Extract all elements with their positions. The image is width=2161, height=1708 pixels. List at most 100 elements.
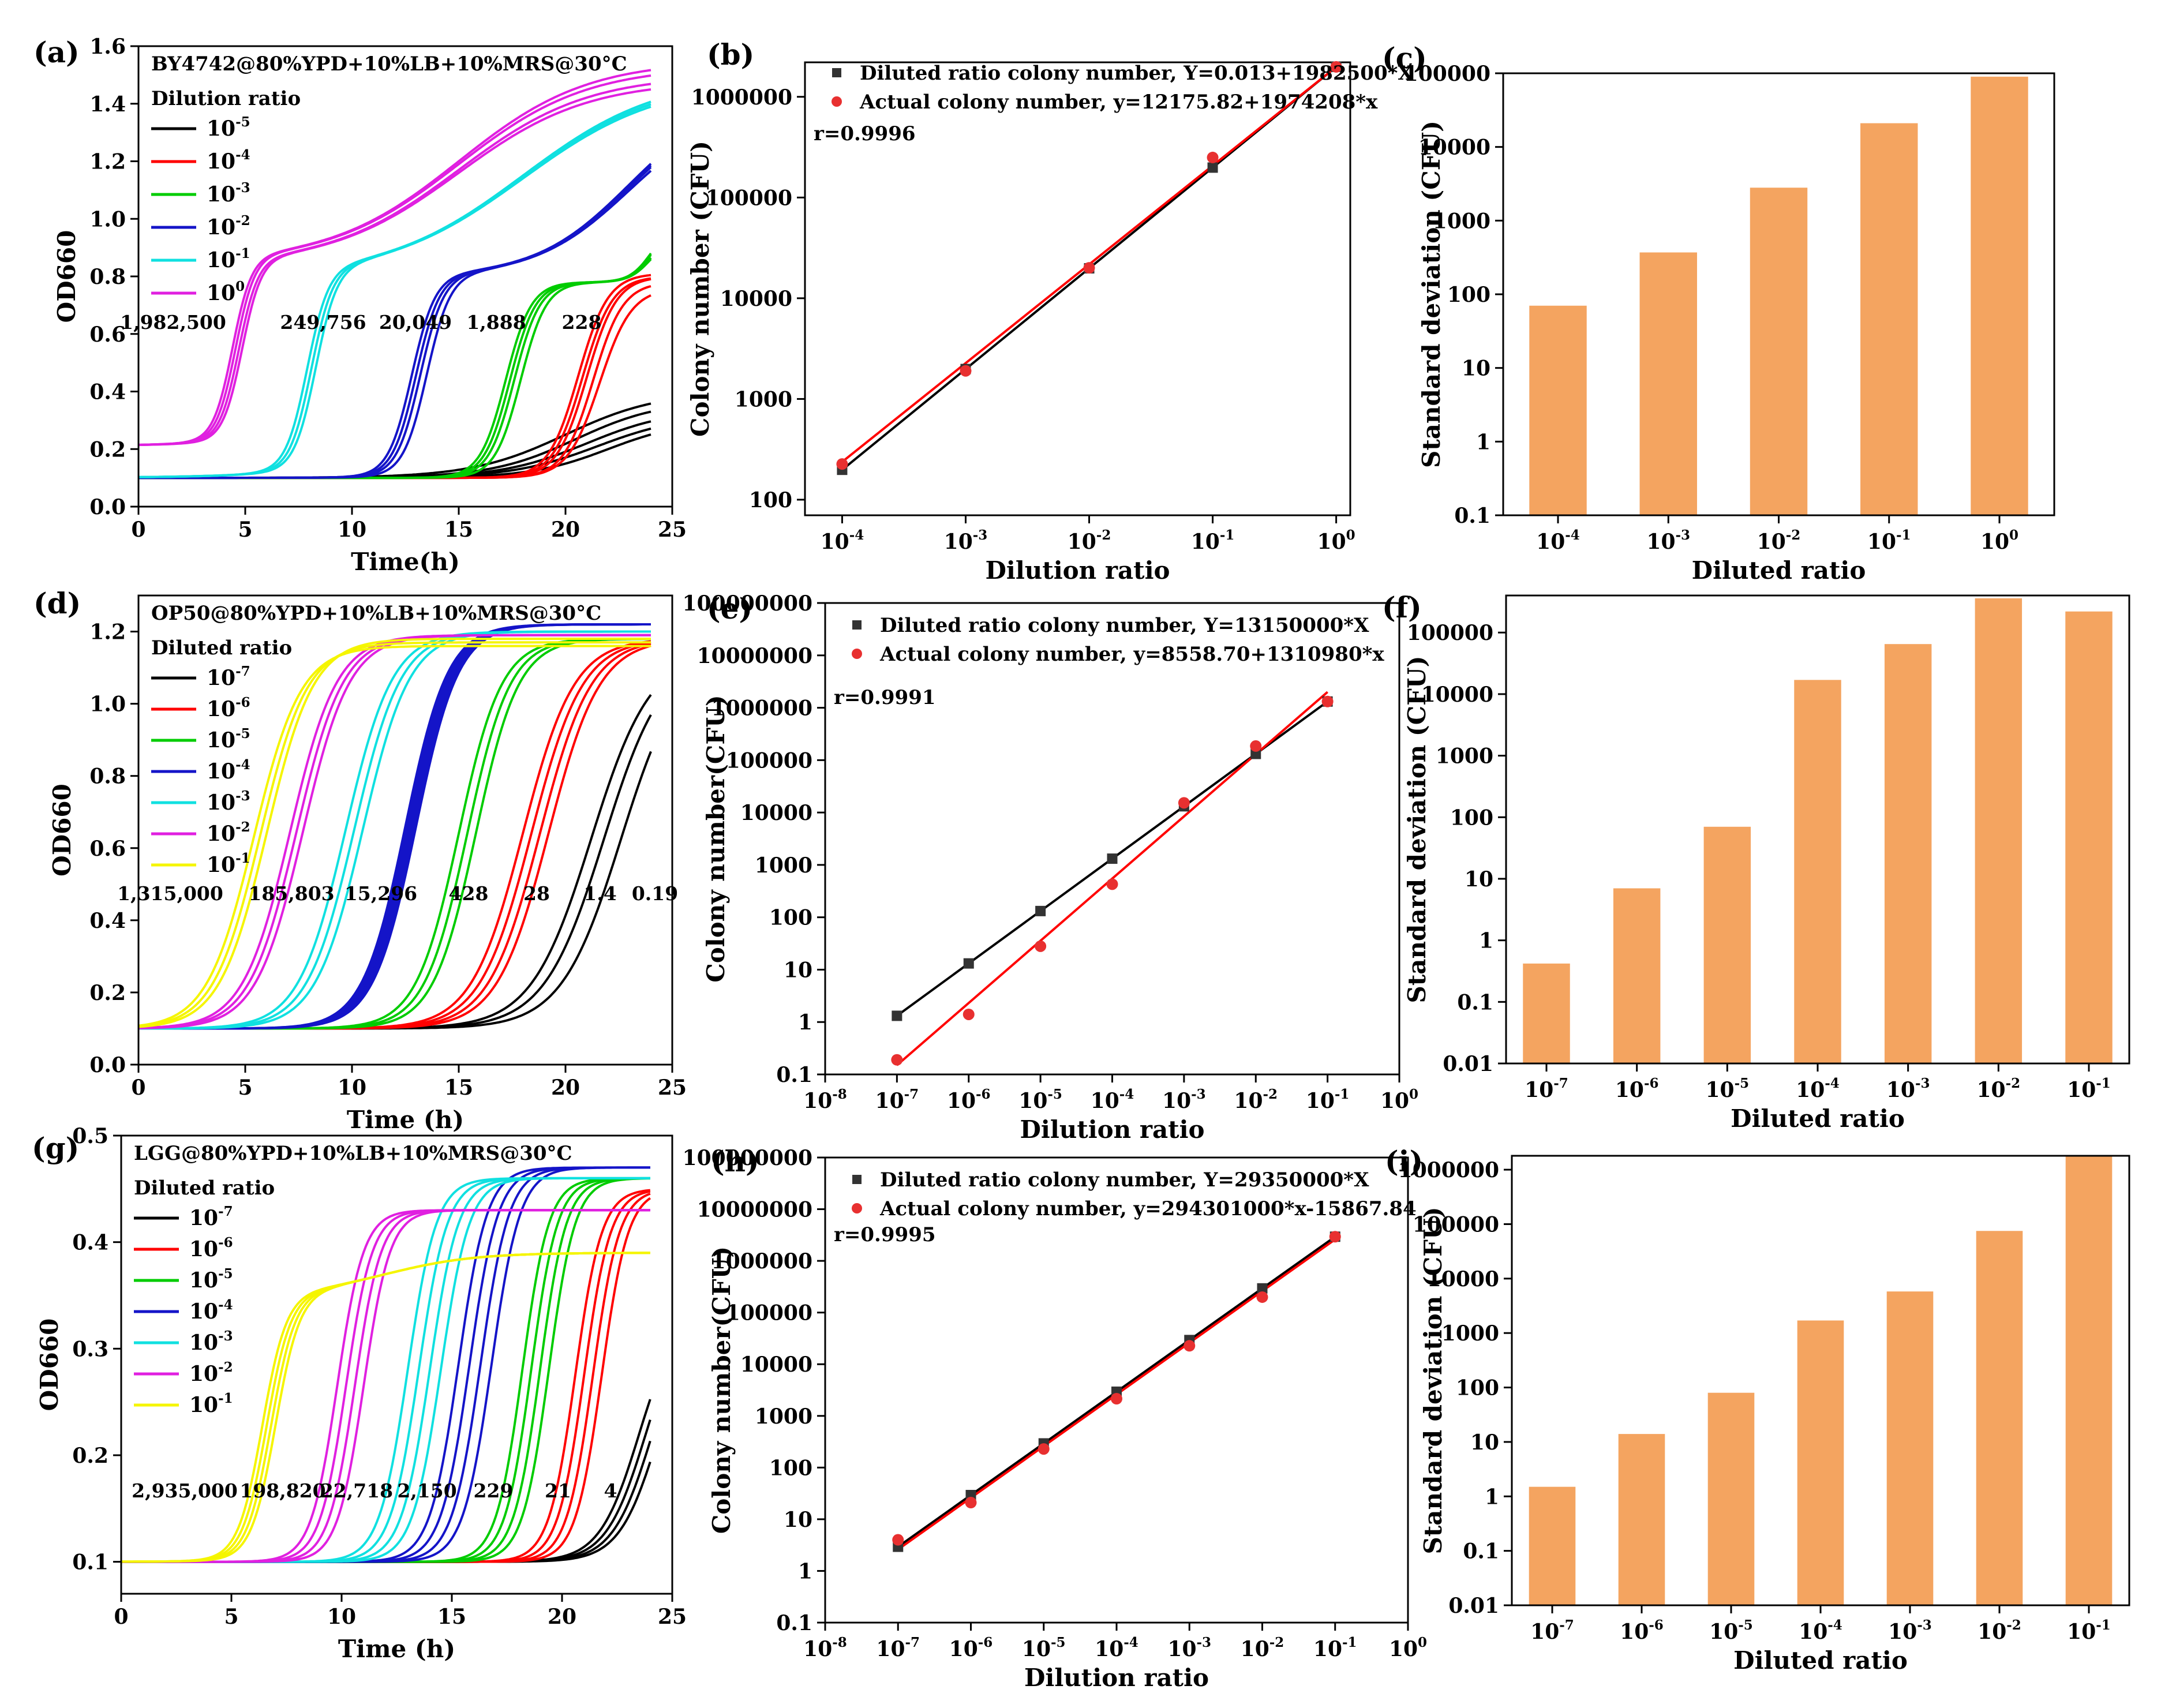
point-actual-h <box>965 1497 977 1509</box>
x-tick-label-d: 20 <box>551 1076 580 1100</box>
growth-curve-d-6-2 <box>138 638 651 1028</box>
point-actual-h <box>892 1534 904 1546</box>
x-tick-label-e: 10-7 <box>875 1087 919 1113</box>
y-tick-label-e: 100000 <box>726 748 812 773</box>
y-axis-label-e: Colony number(CFU) <box>702 695 730 982</box>
legend-entry-e: Diluted ratio colony number, Y=13150000*… <box>880 614 1369 637</box>
x-tick-label-g: 5 <box>224 1605 238 1629</box>
legend-entry-g: 10-7 <box>189 1204 233 1230</box>
bar-i <box>1707 1392 1755 1605</box>
y-tick-label-a: 1.2 <box>89 150 126 174</box>
y-tick-label-h: 100 <box>769 1456 812 1480</box>
x-tick-label-i: 10-6 <box>1620 1617 1664 1644</box>
point-actual-b <box>1207 151 1219 163</box>
point-diluted-b <box>1207 162 1218 173</box>
y-tick-label-e: 100000000 <box>683 591 812 616</box>
y-tick-label-a: 0.2 <box>89 437 126 462</box>
x-tick-label-b: 10-4 <box>821 527 864 554</box>
colony-annotation-a: 249,756 <box>280 311 366 334</box>
bar-i <box>1618 1434 1665 1605</box>
y-tick-label-i: 100 <box>1456 1376 1499 1400</box>
x-tick-label-g: 15 <box>437 1605 466 1629</box>
bar-c <box>1971 76 2028 516</box>
x-tick-label-f: 10-3 <box>1886 1076 1930 1102</box>
panel-label-a: (a) <box>33 35 80 69</box>
legend-entry-b: Diluted ratio colony number, Y=0.013+198… <box>860 62 1413 85</box>
x-tick-label-f: 10-7 <box>1525 1076 1568 1102</box>
x-tick-label-g: 20 <box>548 1605 576 1629</box>
y-tick-label-i: 0.01 <box>1448 1594 1499 1618</box>
point-actual-b <box>1330 61 1342 73</box>
y-tick-label-e: 10000 <box>740 801 812 825</box>
legend-entry-d: 10-1 <box>207 851 250 877</box>
y-tick-label-h: 10000 <box>740 1353 812 1377</box>
legend-entry-g: 10-3 <box>189 1328 233 1355</box>
x-tick-label-h: 10-1 <box>1313 1635 1357 1661</box>
y-tick-label-b: 1000 <box>735 387 792 411</box>
y-tick-label-f: 0.1 <box>1457 990 1493 1014</box>
chart-title-d: OP50@80%YPD+10%LB+10%MRS@30°C <box>151 602 601 625</box>
bar-f <box>1975 598 2023 1063</box>
legend-entry-d: 10-2 <box>207 819 250 846</box>
point-actual-h <box>1256 1291 1268 1303</box>
point-actual-e <box>1035 940 1047 952</box>
bar-i <box>1797 1320 1844 1605</box>
point-diluted-h <box>1257 1283 1268 1294</box>
y-tick-label-a: 1.0 <box>89 207 126 231</box>
x-tick-label-c: 10-1 <box>1867 527 1911 554</box>
x-axis-label-b: Dilution ratio <box>985 556 1170 585</box>
y-tick-label-d: 1.2 <box>89 620 126 645</box>
panel-f: 10-7 10-6 10-5 10-4 10-3 10-2 10-1 0.01 0.1 1 10 10… <box>1382 590 2130 1133</box>
y-tick-label-h: 100000000 <box>683 1146 812 1170</box>
x-tick-label-h: 10-5 <box>1022 1635 1066 1661</box>
y-tick-label-c: 100000 <box>1404 62 1490 86</box>
legend-entry-g: 10-6 <box>189 1235 233 1261</box>
panel-label-b: (b) <box>707 38 754 72</box>
bar-i <box>1976 1231 2023 1605</box>
colony-annotation-a: 20,049 <box>379 311 452 334</box>
colony-annotation-a: 1,888 <box>466 311 526 334</box>
x-axis-label-h: Dilution ratio <box>1024 1664 1209 1692</box>
legend-entry-a: 10-5 <box>207 114 250 141</box>
chart-title-g: LGG@80%YPD+10%LB+10%MRS@30°C <box>134 1142 572 1165</box>
y-tick-label-c: 1000 <box>1433 209 1490 233</box>
x-tick-label-g: 10 <box>327 1605 356 1629</box>
colony-annotation-d: 1.4 <box>583 882 616 905</box>
y-axis-label-d: OD660 <box>48 784 76 877</box>
legend-entry-d: 10-7 <box>207 664 250 690</box>
x-tick-label-a: 0 <box>131 518 145 542</box>
x-tick-label-c: 100 <box>1980 527 2018 554</box>
colony-annotation-g: 2,935,000 <box>132 1479 238 1502</box>
y-tick-label-e: 10000000 <box>697 644 812 668</box>
legend-entry-a: 10-1 <box>207 246 250 272</box>
panel-c: 10-4 10-3 10-2 10-1 100 0.1 1 10 100 1000 10000 100… <box>1382 41 2055 585</box>
point-actual-h <box>1184 1340 1196 1352</box>
x-tick-label-f: 10-6 <box>1615 1076 1659 1102</box>
y-tick-label-i: 10000 <box>1427 1267 1499 1291</box>
point-actual-h <box>1038 1443 1050 1455</box>
x-axis-label-e: Dilution ratio <box>1020 1115 1204 1144</box>
legend-entry-a: 100 <box>207 279 245 305</box>
x-tick-label-a: 15 <box>444 518 473 542</box>
legend-entry-g: 10-2 <box>189 1359 233 1386</box>
y-tick-label-g: 0.5 <box>72 1124 108 1148</box>
colony-annotation-g: 21 <box>545 1479 571 1502</box>
legend-entry-a: 10-4 <box>207 147 250 174</box>
y-tick-label-e: 1000000 <box>711 696 812 721</box>
point-diluted-e <box>1250 748 1261 759</box>
r-value-h: r=0.9995 <box>834 1223 936 1246</box>
growth-curve-a-5-0 <box>138 69 651 446</box>
legend-entry-a: 10-3 <box>207 180 250 207</box>
panel-label-g: (g) <box>32 1131 79 1165</box>
x-tick-label-e: 10-6 <box>947 1087 991 1113</box>
legend-title-a: Dilution ratio <box>151 87 301 110</box>
plot-frame-g <box>120 1134 673 1595</box>
x-tick-label-d: 25 <box>658 1076 687 1100</box>
legend-entry-a: 10-2 <box>207 213 250 239</box>
y-tick-label-i: 10 <box>1470 1430 1499 1455</box>
x-tick-label-e: 10-3 <box>1162 1087 1206 1113</box>
point-diluted-e <box>963 958 974 969</box>
growth-curve-a-5-1 <box>138 74 651 446</box>
x-axis-label-c: Diluted ratio <box>1692 556 1866 585</box>
